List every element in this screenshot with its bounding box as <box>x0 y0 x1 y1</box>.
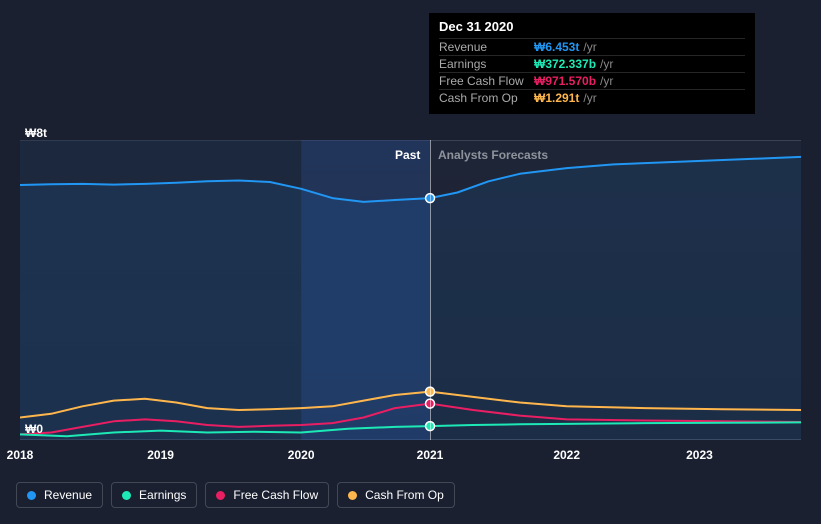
tooltip-row-per: /yr <box>600 74 613 88</box>
tooltip-row-label: Free Cash Flow <box>439 74 534 88</box>
tooltip-row-value: ₩372.337b <box>534 57 596 71</box>
past-label: Past <box>395 148 420 162</box>
tooltip-title: Dec 31 2020 <box>439 19 745 34</box>
legend-item-fcf[interactable]: Free Cash Flow <box>205 482 329 508</box>
tooltip-row-label: Revenue <box>439 40 534 54</box>
legend-dot-icon <box>27 491 36 500</box>
tooltip-row-value: ₩6.453t <box>534 40 579 54</box>
legend-item-cfo[interactable]: Cash From Op <box>337 482 455 508</box>
tooltip-row-per: /yr <box>600 57 613 71</box>
tooltip-row-value: ₩971.570b <box>534 74 596 88</box>
y-tick-bottom: ₩0 <box>25 422 43 436</box>
tooltip-row-per: /yr <box>583 91 596 105</box>
legend-label: Earnings <box>139 488 186 502</box>
chart-container: ₩8t ₩0 Past Analysts Forecasts 2018 2019 2… <box>0 0 821 524</box>
tooltip-row-per: /yr <box>583 40 596 54</box>
tooltip-row-value: ₩1.291t <box>534 91 579 105</box>
tooltip-row-label: Cash From Op <box>439 91 534 105</box>
legend-dot-icon <box>216 491 225 500</box>
x-tick: 2022 <box>553 448 580 462</box>
x-tick: 2019 <box>147 448 174 462</box>
tooltip-row: Cash From Op₩1.291t /yr <box>439 89 745 106</box>
tooltip: Dec 31 2020 Revenue₩6.453t /yrEarnings₩3… <box>429 13 755 114</box>
legend-dot-icon <box>122 491 131 500</box>
legend-label: Free Cash Flow <box>233 488 318 502</box>
x-tick: 2018 <box>7 448 34 462</box>
tooltip-row: Revenue₩6.453t /yr <box>439 38 745 55</box>
legend-item-earnings[interactable]: Earnings <box>111 482 197 508</box>
x-tick: 2023 <box>686 448 713 462</box>
x-tick: 2020 <box>288 448 315 462</box>
legend-label: Cash From Op <box>365 488 444 502</box>
legend-dot-icon <box>348 491 357 500</box>
legend-label: Revenue <box>44 488 92 502</box>
cursor-line <box>430 140 431 440</box>
x-axis: 201820192020202120222023 <box>20 448 801 468</box>
tooltip-row: Free Cash Flow₩971.570b /yr <box>439 72 745 89</box>
legend: Revenue Earnings Free Cash Flow Cash From O… <box>16 482 455 508</box>
legend-item-revenue[interactable]: Revenue <box>16 482 103 508</box>
x-tick: 2021 <box>417 448 444 462</box>
chart-svg <box>20 140 801 440</box>
tooltip-row: Earnings₩372.337b /yr <box>439 55 745 72</box>
forecast-label: Analysts Forecasts <box>438 148 548 162</box>
y-tick-top: ₩8t <box>25 126 47 140</box>
tooltip-row-label: Earnings <box>439 57 534 71</box>
